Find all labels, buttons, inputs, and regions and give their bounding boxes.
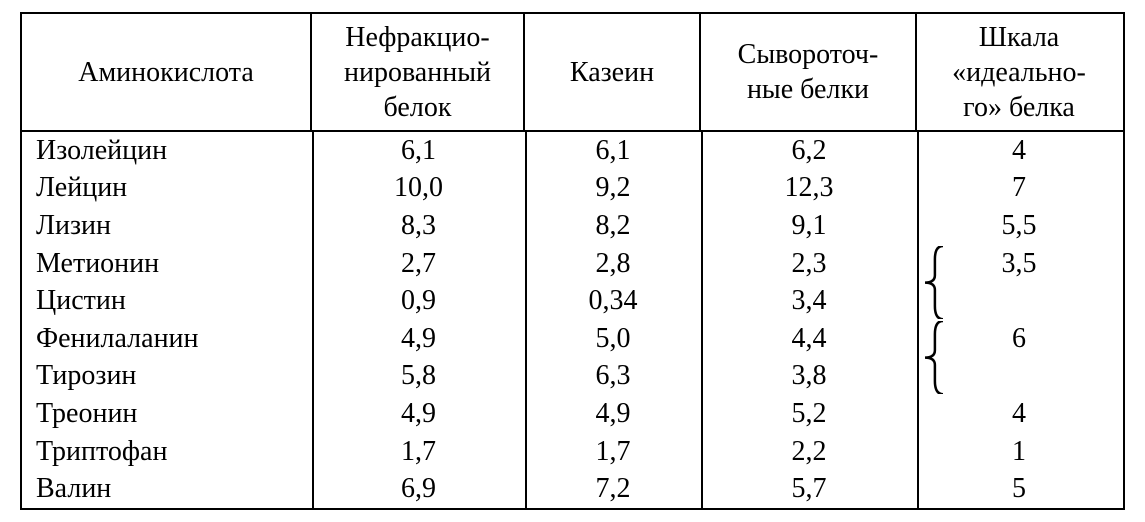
value-casein: 0,34 [525,287,701,315]
table-header-row: Аминокислота Нефракцио-нированныйбелок К… [22,14,1123,132]
amino-acid-table: Аминокислота Нефракцио-нированныйбелок К… [20,12,1125,510]
col-header-unfractionated-label: Нефракцио-нированныйбелок [344,20,491,125]
amino-name: Треонин [22,400,312,428]
value-casein: 7,2 [525,475,701,503]
value-unfractionated: 6,1 [312,137,525,165]
amino-name: Триптофан [22,438,312,466]
value-ideal: 1 [917,438,1121,466]
value-ideal: 7 [917,174,1121,202]
table-row: Лейцин10,09,212,37 [22,170,1123,208]
value-ideal: 4 [917,400,1121,428]
value-unfractionated: 0,9 [312,287,525,315]
value-casein: 6,1 [525,137,701,165]
value-unfractionated: 5,8 [312,362,525,390]
value-ideal: 6 [917,301,1121,376]
col-header-unfractionated: Нефракцио-нированныйбелок [312,14,525,130]
value-ideal: 4 [917,137,1121,165]
amino-name: Валин [22,475,312,503]
amino-name: Цистин [22,287,312,315]
value-whey: 5,7 [701,475,917,503]
col-header-casein: Казеин [525,14,701,130]
col-header-casein-label: Казеин [570,55,654,90]
table-row: Изолейцин6,16,16,24 [22,132,1123,170]
value-casein: 8,2 [525,212,701,240]
value-unfractionated: 1,7 [312,438,525,466]
col-header-whey-label: Сывороточ-ные белки [738,37,879,107]
value-ideal: 3,5 [917,226,1121,301]
value-whey: 5,2 [701,400,917,428]
col-header-amino: Аминокислота [22,14,312,130]
table-row: Метионин2,72,82,33,5 [22,245,1123,283]
col-header-ideal-label: Шкала«идеально-го» белка [952,20,1086,125]
table-row: Триптофан1,71,72,21 [22,433,1123,471]
value-whey: 2,3 [701,250,917,278]
amino-name: Лейцин [22,174,312,202]
amino-name: Фенилаланин [22,325,312,353]
amino-name: Лизин [22,212,312,240]
value-ideal: 5 [917,475,1121,503]
value-unfractionated: 4,9 [312,400,525,428]
value-unfractionated: 10,0 [312,174,525,202]
col-header-amino-label: Аминокислота [78,55,254,90]
col-header-ideal: Шкала«идеально-го» белка [917,14,1121,130]
column-divider [525,132,527,508]
value-whey: 3,8 [701,362,917,390]
amino-name: Тирозин [22,362,312,390]
value-casein: 6,3 [525,362,701,390]
value-unfractionated: 6,9 [312,475,525,503]
table-body: Изолейцин6,16,16,24Лейцин10,09,212,37Лиз… [22,132,1123,508]
column-divider [312,132,314,508]
col-header-whey: Сывороточ-ные белки [701,14,917,130]
value-casein: 1,7 [525,438,701,466]
value-whey: 12,3 [701,174,917,202]
table-row: Треонин4,94,95,24 [22,395,1123,433]
value-unfractionated: 4,9 [312,325,525,353]
amino-name: Изолейцин [22,137,312,165]
column-divider [701,132,703,508]
amino-name: Метионин [22,250,312,278]
column-divider [917,132,919,508]
value-whey: 9,1 [701,212,917,240]
value-whey: 6,2 [701,137,917,165]
value-whey: 3,4 [701,287,917,315]
value-casein: 9,2 [525,174,701,202]
value-whey: 4,4 [701,325,917,353]
value-unfractionated: 8,3 [312,212,525,240]
value-casein: 4,9 [525,400,701,428]
value-casein: 2,8 [525,250,701,278]
value-whey: 2,2 [701,438,917,466]
table-row: Фенилаланин4,95,04,46 [22,320,1123,358]
value-unfractionated: 2,7 [312,250,525,278]
table-row: Валин6,97,25,75 [22,470,1123,508]
value-casein: 5,0 [525,325,701,353]
